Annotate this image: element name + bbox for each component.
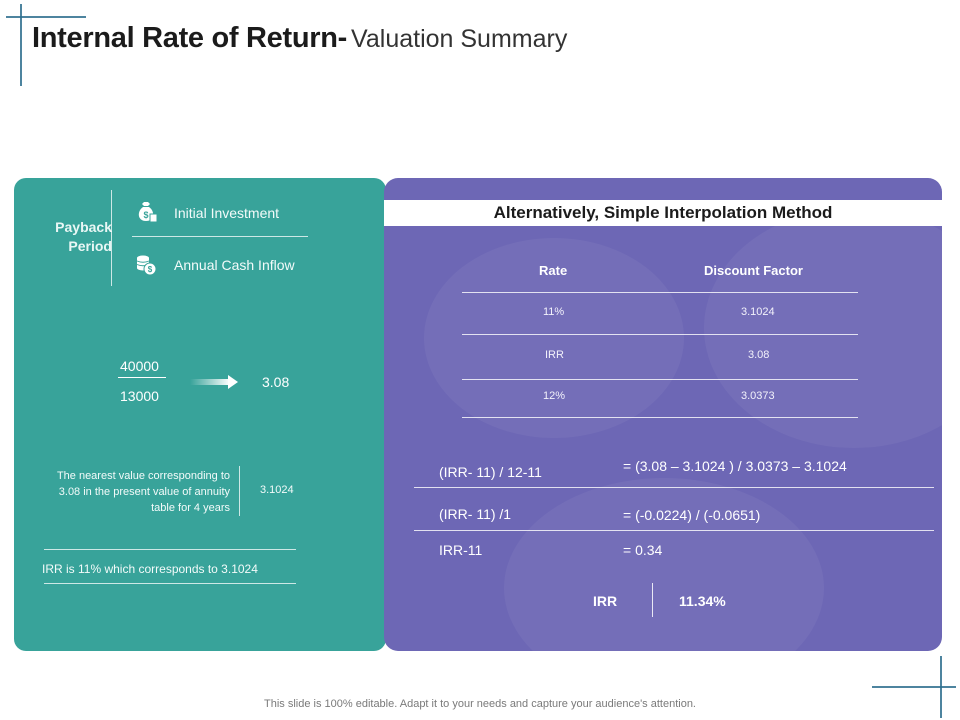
table-divider <box>462 417 858 418</box>
divider <box>652 583 653 617</box>
fraction-numerator: 40000 <box>120 358 159 374</box>
method-heading: Alternatively, Simple Interpolation Meth… <box>384 200 942 226</box>
table-cell-rate: 12% <box>543 390 566 402</box>
money-bag-icon: $ <box>138 202 158 223</box>
background-shape <box>504 478 824 651</box>
title-main: Internal Rate of Return- <box>32 22 348 54</box>
irr-statement: IRR is 11% which corresponds to 3.1024 <box>42 562 258 576</box>
arrow-right-icon <box>190 375 238 389</box>
table-cell-factor: 3.0373 <box>741 390 775 402</box>
irr-result-value: 11.34% <box>679 593 726 609</box>
divider <box>132 236 308 237</box>
annuity-note: The nearest value corresponding to 3.08 … <box>56 470 230 514</box>
footer-note: This slide is 100% editable. Adapt it to… <box>264 698 696 710</box>
table-cell-factor: 3.08 <box>748 349 770 361</box>
annuity-value: 3.1024 <box>260 484 294 496</box>
calc-lhs: (IRR- 11) /1 <box>439 506 512 522</box>
table-header-discount-factor: Discount Factor <box>704 263 803 278</box>
table-divider <box>462 334 858 335</box>
table-cell-rate: IRR <box>545 349 564 361</box>
decoration-line <box>20 4 22 86</box>
divider <box>44 583 296 584</box>
title-sub: Valuation Summary <box>351 25 568 53</box>
initial-investment-label: Initial Investment <box>174 205 280 221</box>
table-divider <box>462 379 858 380</box>
payback-period-label: Payback Period <box>55 219 112 254</box>
table-divider <box>462 292 858 293</box>
fraction-bar <box>118 377 166 378</box>
interpolation-panel: Alternatively, Simple Interpolation Meth… <box>384 178 942 651</box>
background-shape <box>424 238 684 438</box>
table-cell-rate: 11% <box>543 306 565 318</box>
calc-rhs: = 0.34 <box>623 542 663 558</box>
payback-panel: Payback Period $ Initial Investment $ An… <box>14 178 386 651</box>
svg-text:$: $ <box>148 265 153 274</box>
calc-lhs: IRR-11 <box>439 542 483 558</box>
decoration-line <box>872 686 956 688</box>
irr-result-label: IRR <box>593 593 618 609</box>
page-title: Internal Rate of Return- Valuation Summar… <box>32 22 567 55</box>
calc-rhs: = (3.08 – 3.1024 ) / 3.0373 – 3.1024 <box>623 458 847 474</box>
decoration-line <box>940 656 942 718</box>
divider <box>44 549 296 550</box>
calc-lhs: (IRR- 11) / 12-11 <box>439 464 542 480</box>
annual-cash-inflow-label: Annual Cash Inflow <box>174 257 295 273</box>
divider <box>111 190 112 286</box>
table-cell-factor: 3.1024 <box>741 306 775 318</box>
background-shape <box>704 208 942 448</box>
calc-rhs: = (-0.0224) / (-0.0651) <box>623 507 761 523</box>
calc-divider <box>414 487 934 488</box>
divider <box>239 466 240 516</box>
fraction-result: 3.08 <box>262 374 290 390</box>
calc-divider <box>414 530 934 531</box>
svg-text:$: $ <box>143 210 148 220</box>
coins-icon: $ <box>136 255 157 276</box>
fraction-denominator: 13000 <box>120 388 159 404</box>
decoration-line <box>6 16 86 18</box>
table-header-rate: Rate <box>539 263 568 278</box>
